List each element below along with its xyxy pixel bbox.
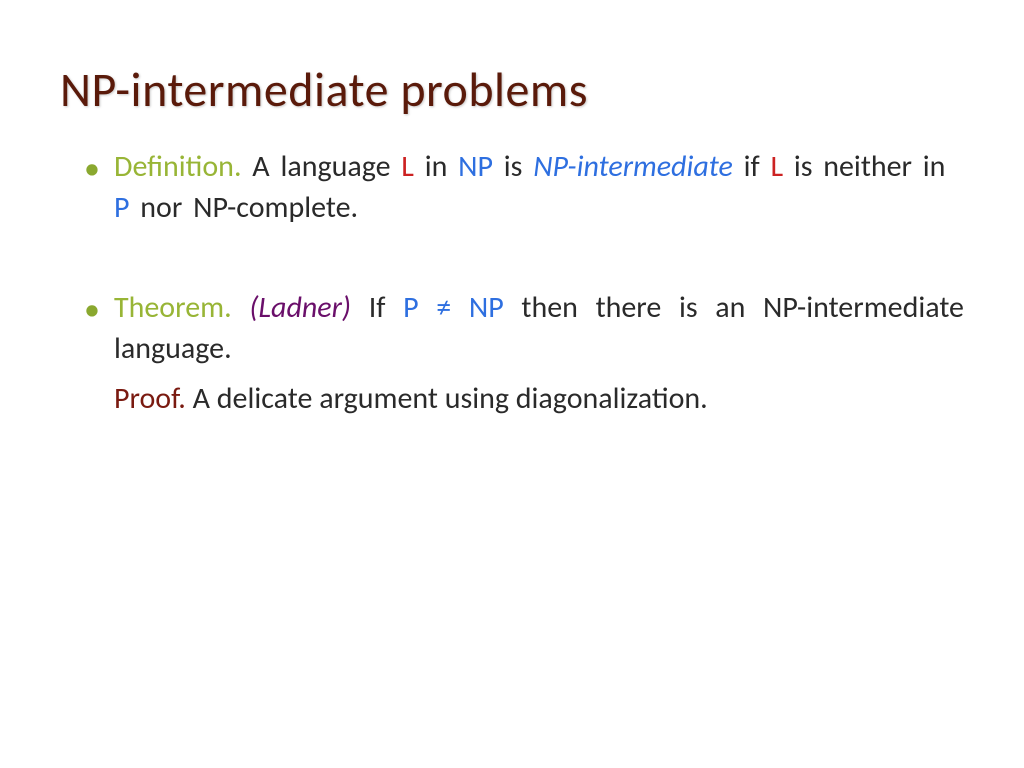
slide-container: NP-intermediate problems Definition. A l… (0, 0, 1024, 420)
def-text-f: nor NP-complete. (130, 189, 359, 226)
symbol-L-1: L (401, 148, 414, 185)
theorem-label: Theorem. (114, 289, 232, 326)
proof-text: A delicate argument using diagonalizatio… (186, 380, 708, 417)
def-text-b: in (414, 148, 458, 185)
proof-label: Proof. (114, 380, 186, 417)
symbol-NP-2: NP (469, 289, 504, 326)
def-text-a: A language (242, 148, 402, 185)
bullet-theorem: Theorem. (Ladner) If P ≠ NP then there i… (90, 288, 964, 420)
theorem-attribution: (Ladner) (232, 289, 369, 326)
def-text-d: if (733, 148, 771, 185)
symbol-P-1: P (114, 189, 130, 226)
symbol-P-2: P (403, 289, 419, 326)
definition-label: Definition. (114, 148, 242, 185)
term-np-intermediate: NP-intermediate (533, 148, 733, 185)
symbol-L-2: L (770, 148, 783, 185)
def-text-e: is neither in (783, 148, 945, 185)
slide-title: NP-intermediate problems (60, 60, 964, 119)
symbol-neq: ≠ (419, 289, 469, 326)
def-text-c: is (493, 148, 533, 185)
bullet-list: Definition. A language L in NP is NP-int… (60, 147, 964, 420)
symbol-NP-1: NP (458, 148, 493, 185)
thm-text-a: If (369, 289, 403, 326)
bullet-definition: Definition. A language L in NP is NP-int… (90, 147, 964, 228)
proof-line: Proof. A delicate argument using diagona… (114, 379, 964, 420)
